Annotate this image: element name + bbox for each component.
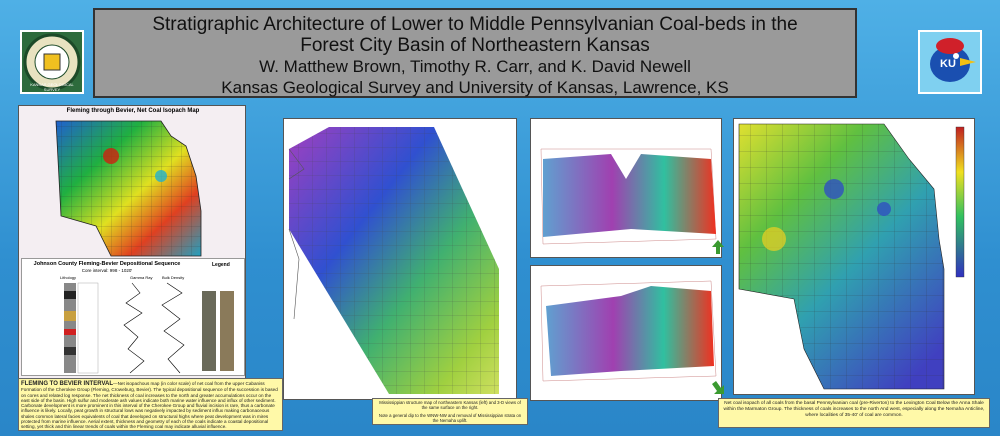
caption-line: Note a general dip to the WNW-NW and rem… <box>378 413 522 423</box>
caption-lead: FLEMING TO BEVIER INTERVAL <box>21 381 114 387</box>
kgs-seal <box>23 33 81 91</box>
caption-text: Net coal isopach of all coals from the b… <box>723 401 985 418</box>
panel-mississippian-map <box>283 118 517 400</box>
panel-net-coal-isopach <box>733 118 975 395</box>
caption-panel4: Net coal isopach of all coals from the b… <box>718 398 990 428</box>
title-box: Stratigraphic Architecture of Lower to M… <box>93 8 857 98</box>
caption-panel2: Mississippian structure map of northeast… <box>372 398 528 425</box>
panel-3d-bottom <box>530 265 722 401</box>
section-title: Johnson County Fleming-Bevier Deposition… <box>33 261 181 267</box>
affiliation: Kansas Geological Survey and University … <box>221 78 729 97</box>
isopach-map <box>55 120 202 257</box>
core-interval: Core interval: 998 - 1020' <box>81 268 133 273</box>
column-label: Lithology <box>60 275 77 280</box>
panel-3d-top <box>530 118 722 258</box>
depositional-sequence: Johnson County Fleming-Bevier Deposition… <box>21 258 245 376</box>
kgs-logo: KANSAS GEOLOGICAL SURVEY <box>20 30 84 94</box>
caption-line: Mississippian structure map of northeast… <box>379 400 521 410</box>
structure-map <box>288 127 499 394</box>
legend-title: Legend <box>212 262 230 268</box>
panel-isopach-fleming: Fleming through Bevier, Net Coal Isopach… <box>18 105 246 379</box>
column-label: Bulk Density <box>162 275 185 280</box>
arrow-diag <box>712 381 724 394</box>
title-line: Forest City Basin of Northeastern Kansas <box>300 35 650 56</box>
map-title: Fleming through Bevier, Net Coal Isopach… <box>66 108 200 114</box>
kgs-logo-text: KANSAS GEOLOGICAL SURVEY <box>30 82 74 92</box>
ku-text: KU <box>940 58 956 70</box>
core-log-figure <box>64 282 234 374</box>
jayhawk <box>930 38 976 82</box>
3d-view <box>540 280 717 382</box>
caption-text: —Net isopachous map (in color scale) of … <box>21 381 278 430</box>
authors: W. Matthew Brown, Timothy R. Carr, and K… <box>259 57 691 76</box>
net-coal-map <box>738 123 965 390</box>
column-label: Gamma Ray <box>130 275 153 280</box>
arrow-up <box>712 240 724 254</box>
3d-view <box>540 148 717 245</box>
ku-logo: KU <box>918 30 982 94</box>
caption-panel1: FLEMING TO BEVIER INTERVAL—Net isopachou… <box>18 378 283 431</box>
title-line: Stratigraphic Architecture of Lower to M… <box>152 14 798 35</box>
